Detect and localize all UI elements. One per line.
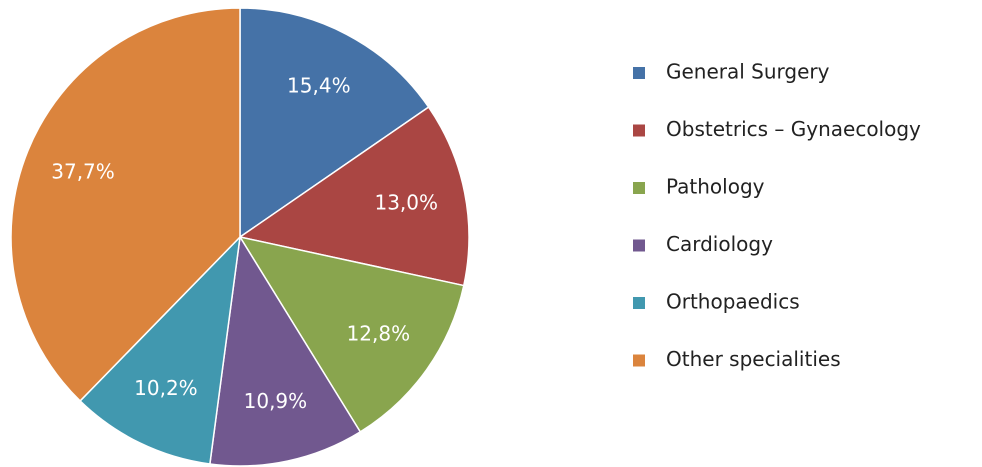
value-label: 12,8% [347, 321, 411, 345]
legend-label: Obstetrics – Gynaecology [666, 117, 921, 141]
legend-label: Pathology [666, 175, 765, 199]
legend-label: General Surgery [666, 60, 830, 84]
legend-label: Cardiology [666, 232, 773, 256]
pie-slice [10, 7, 241, 403]
legend-swatch [633, 67, 645, 79]
value-label: 10,2% [134, 376, 198, 400]
legend-swatch [633, 182, 645, 194]
value-label: 13,0% [374, 191, 438, 215]
value-label: 15,4% [287, 73, 351, 97]
legend-swatch [633, 239, 645, 252]
legend-swatch [633, 297, 645, 309]
pie-slice [238, 106, 470, 287]
legend-label: Other specialities [666, 347, 841, 371]
legend-swatch [633, 354, 645, 367]
pie-slice [209, 234, 362, 467]
pie-slice [79, 234, 242, 465]
pie-slice [239, 7, 430, 239]
legend-swatch [633, 124, 645, 137]
value-label: 37,7% [51, 160, 115, 184]
legend-label: Orthopaedics [666, 290, 800, 314]
pie-slice [238, 235, 465, 433]
value-label: 10,9% [244, 389, 308, 413]
